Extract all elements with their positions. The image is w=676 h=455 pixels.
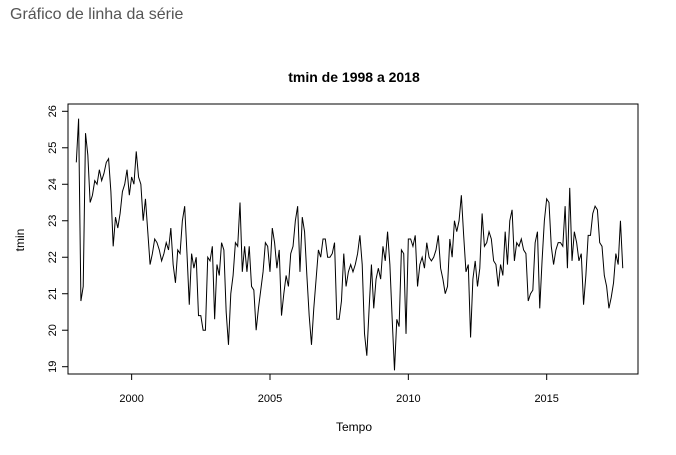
series-line xyxy=(75,118,624,371)
y-tick-label: 24 xyxy=(47,178,59,190)
x-axis: 2000 2005 2010 2015 xyxy=(119,373,559,405)
y-tick-label: 25 xyxy=(47,142,59,154)
plot-frame xyxy=(67,103,639,375)
y-axis-label: tmin xyxy=(13,229,27,252)
x-tick-label: 2000 xyxy=(119,393,143,405)
x-tick-label: 2005 xyxy=(258,393,282,405)
y-tick-label: 23 xyxy=(47,215,59,227)
x-axis-label: Tempo xyxy=(336,420,372,434)
page-heading: Gráfico de linha da série xyxy=(10,6,184,23)
y-tick-label: 26 xyxy=(47,105,59,117)
x-tick-label: 2010 xyxy=(396,393,420,405)
y-tick-label: 22 xyxy=(47,251,59,263)
y-tick-label: 19 xyxy=(47,361,59,373)
y-tick-label: 20 xyxy=(47,324,59,336)
y-axis: 19 20 21 22 23 24 25 26 xyxy=(47,105,69,373)
y-tick-label: 21 xyxy=(47,288,59,300)
x-tick-label: 2015 xyxy=(534,393,558,405)
chart-title: tmin de 1998 a 2018 xyxy=(288,69,420,85)
